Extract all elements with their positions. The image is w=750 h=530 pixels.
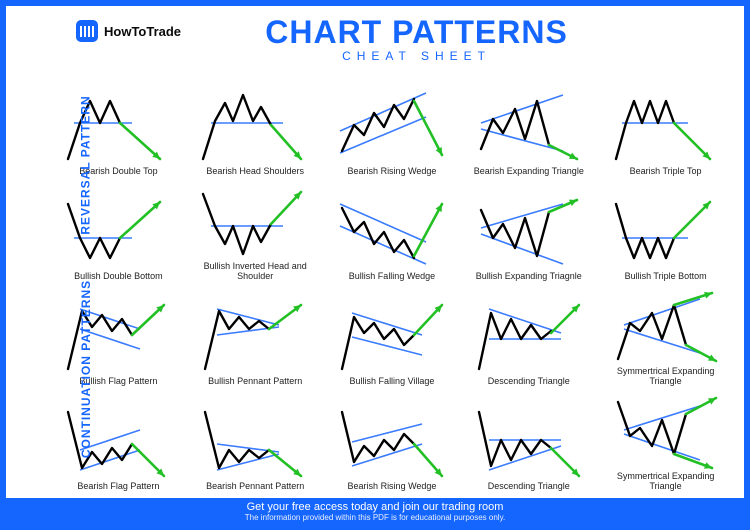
pattern-label: Descending Triangle	[488, 482, 570, 492]
pattern-cell: Bullish Falling Wedge	[326, 179, 459, 282]
pattern-label: Bearish Pennant Pattern	[206, 482, 304, 492]
pattern-cell: Bearish Expanding Triangle	[462, 74, 595, 177]
pattern-cell: Bearish Triple Top	[599, 74, 732, 177]
pattern-label: Bearish Triple Top	[630, 167, 702, 177]
pattern-cell: Bullish Inverted Head and Shoulder	[189, 179, 322, 282]
pattern-cell: Bullish Pennant Pattern	[189, 284, 322, 387]
brand-name: HowToTrade	[104, 24, 181, 39]
pattern-cell: Bullish Expanding Triagnle	[462, 179, 595, 282]
pattern-cell: Bearish Rising Wedge	[326, 74, 459, 177]
page-title: CHART PATTERNS	[203, 14, 630, 51]
pattern-label: Bearish Head Shoulders	[206, 167, 304, 177]
header: HowToTrade CHART PATTERNS CHEAT SHEET	[6, 6, 744, 63]
pattern-diagram	[332, 404, 452, 480]
pattern-diagram	[606, 394, 726, 470]
pattern-diagram	[332, 194, 452, 270]
pattern-diagram	[469, 404, 589, 480]
pattern-label: Bullish Pennant Pattern	[208, 377, 302, 387]
pattern-label: Bearish Rising Wedge	[348, 482, 437, 492]
section-label-continuation: CONTINUATION PATTERNS	[79, 280, 93, 458]
pattern-cell: Bullish Triple Bottom	[599, 179, 732, 282]
title-block: CHART PATTERNS CHEAT SHEET	[203, 14, 630, 63]
pattern-label: Bullish Falling Wedge	[349, 272, 435, 282]
pattern-cell: Bullish Falling Village	[326, 284, 459, 387]
pattern-label: Symmertrical Expanding Triangle	[606, 367, 726, 387]
footer-disclaimer: The information provided within this PDF…	[6, 513, 744, 522]
pattern-diagram	[606, 289, 726, 365]
pattern-diagram	[606, 89, 726, 165]
pattern-cell: Symmertrical Expanding Triangle	[599, 284, 732, 387]
pattern-label: Bullish Inverted Head and Shoulder	[195, 262, 315, 282]
footer-cta: Get your free access today and join our …	[6, 501, 744, 513]
section-label-reversal: REVERSAL PATTERN	[79, 95, 93, 234]
page-subtitle: CHEAT SHEET	[203, 49, 630, 63]
pattern-diagram	[469, 89, 589, 165]
pattern-cell: Bearish Flag Pattern	[52, 389, 185, 492]
pattern-cell: Bearish Rising Wedge	[326, 389, 459, 492]
pattern-cell: Bearish Double Top	[52, 74, 185, 177]
pattern-label: Bearish Flag Pattern	[77, 482, 159, 492]
pattern-cell: Bearish Pennant Pattern	[189, 389, 322, 492]
patterns-grid: Bearish Double Top Bearish Head Shoulder…	[52, 74, 732, 492]
pattern-label: Descending Triangle	[488, 377, 570, 387]
pattern-diagram	[606, 194, 726, 270]
pattern-cell: Symmertrical Expanding Triangle	[599, 389, 732, 492]
pattern-diagram	[195, 184, 315, 260]
pattern-diagram	[195, 404, 315, 480]
pattern-diagram	[469, 194, 589, 270]
pattern-diagram	[332, 89, 452, 165]
pattern-diagram	[332, 299, 452, 375]
pattern-diagram	[469, 299, 589, 375]
pattern-label: Bullish Triple Bottom	[625, 272, 707, 282]
bars-icon	[76, 20, 98, 42]
pattern-cell: Bullish Double Bottom	[52, 179, 185, 282]
pattern-cell: Bullish Flag Pattern	[52, 284, 185, 387]
pattern-cell: Descending Triangle	[462, 284, 595, 387]
pattern-label: Bearish Expanding Triangle	[474, 167, 584, 177]
pattern-diagram	[58, 404, 178, 480]
pattern-label: Bearish Rising Wedge	[348, 167, 437, 177]
footer: Get your free access today and join our …	[6, 498, 744, 524]
pattern-diagram	[58, 299, 178, 375]
pattern-diagram	[58, 194, 178, 270]
pattern-diagram	[58, 89, 178, 165]
pattern-label: Symmertrical Expanding Triangle	[606, 472, 726, 492]
pattern-diagram	[195, 299, 315, 375]
pattern-label: Bullish Expanding Triagnle	[476, 272, 582, 282]
brand-logo: HowToTrade	[76, 20, 181, 42]
pattern-diagram	[195, 89, 315, 165]
cheat-sheet-frame: HowToTrade CHART PATTERNS CHEAT SHEET RE…	[0, 0, 750, 530]
pattern-cell: Descending Triangle	[462, 389, 595, 492]
pattern-label: Bullish Falling Village	[350, 377, 435, 387]
content-area: REVERSAL PATTERN CONTINUATION PATTERNS B…	[52, 74, 732, 492]
pattern-cell: Bearish Head Shoulders	[189, 74, 322, 177]
